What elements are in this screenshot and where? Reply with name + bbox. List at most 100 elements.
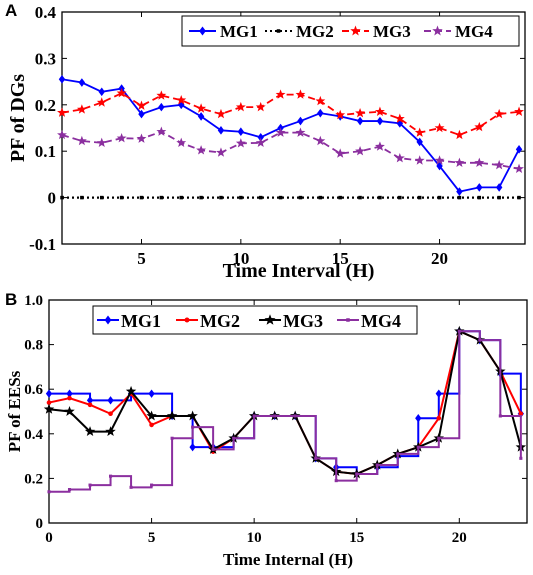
data-point xyxy=(297,116,304,126)
data-point xyxy=(43,403,55,414)
data-point xyxy=(517,195,521,200)
data-point xyxy=(149,422,154,428)
data-point xyxy=(436,161,443,171)
data-point xyxy=(216,147,226,157)
data-point xyxy=(414,127,425,137)
x-tick-label: 20 xyxy=(431,249,448,268)
legend-item-mg4: MG4 xyxy=(337,311,401,331)
data-point xyxy=(318,195,323,200)
data-point xyxy=(87,402,93,408)
data-point xyxy=(232,436,236,440)
data-point xyxy=(394,152,405,163)
data-point xyxy=(158,102,165,112)
data-point xyxy=(515,145,523,154)
legend-marker xyxy=(276,29,281,33)
legend-item-mg2: MG2 xyxy=(265,22,334,41)
data-point xyxy=(199,195,203,200)
data-point xyxy=(96,97,107,107)
y-tick-label: 0 xyxy=(48,189,57,208)
data-point xyxy=(398,195,402,200)
data-point xyxy=(99,195,104,200)
data-point xyxy=(88,483,92,487)
data-point xyxy=(136,100,147,110)
legend-a: MG1 MG2 MG3 MG4 xyxy=(181,15,520,47)
data-point xyxy=(96,137,107,148)
x-tick-label: 0 xyxy=(45,530,53,546)
data-point xyxy=(335,148,346,158)
data-point xyxy=(298,195,303,200)
series-b-mg1 xyxy=(45,327,524,479)
data-point xyxy=(355,146,366,156)
data-point xyxy=(334,479,338,483)
series-a-mg2 xyxy=(60,195,521,200)
data-point xyxy=(45,389,53,398)
data-point xyxy=(57,129,67,140)
data-point xyxy=(197,112,205,121)
data-point xyxy=(454,157,465,168)
y-tick-label: 0.8 xyxy=(24,338,43,354)
y-tick-label: 0.4 xyxy=(24,427,43,443)
data-point xyxy=(518,411,524,417)
data-point xyxy=(116,88,127,98)
legend-b: MG1 MG2 MG3 MG4 xyxy=(92,305,418,335)
data-point xyxy=(176,94,187,105)
data-point xyxy=(67,395,72,401)
data-point xyxy=(237,127,245,137)
data-point xyxy=(67,488,72,492)
series-line xyxy=(61,130,520,170)
legend-box xyxy=(92,305,418,335)
legend-marker xyxy=(346,318,350,322)
data-point xyxy=(416,137,423,147)
series-line xyxy=(61,78,520,193)
data-point xyxy=(119,195,124,200)
legend-label: MG1 xyxy=(220,22,258,41)
data-point xyxy=(374,106,385,116)
data-point xyxy=(170,436,174,440)
legend-marker xyxy=(264,314,276,325)
data-point xyxy=(396,452,400,456)
data-point xyxy=(196,103,207,113)
data-point xyxy=(166,410,178,421)
data-point xyxy=(57,107,67,117)
y-tick-label: 1.0 xyxy=(24,293,43,309)
data-point xyxy=(139,195,144,200)
data-point xyxy=(239,195,243,200)
data-point xyxy=(454,129,465,140)
series-a-mg1 xyxy=(58,74,523,196)
chart-b: 0 0.2 0.4 0.6 0.8 1.0 0 5 10 15 20 Time Internal (H… xyxy=(5,290,528,569)
data-point xyxy=(498,414,502,418)
data-point xyxy=(275,89,286,99)
data-point xyxy=(125,385,137,396)
data-point xyxy=(64,406,75,416)
data-point xyxy=(293,414,297,418)
y-axis-title-b: PF of EESs xyxy=(5,370,24,452)
series-line xyxy=(48,329,522,475)
data-point xyxy=(273,414,277,418)
data-point xyxy=(189,442,196,452)
legend-marker xyxy=(432,25,443,36)
y-tick-label: 0.2 xyxy=(24,471,43,487)
data-point xyxy=(217,126,225,135)
data-point xyxy=(86,396,94,405)
data-point xyxy=(437,195,442,200)
data-point xyxy=(235,138,246,148)
data-point xyxy=(414,155,425,165)
data-point xyxy=(315,135,326,146)
data-point xyxy=(156,126,167,136)
data-point xyxy=(435,389,442,398)
x-axis-title-a: Time Interval (H) xyxy=(223,260,375,282)
data-point xyxy=(317,108,324,118)
data-point xyxy=(58,74,66,84)
data-point xyxy=(355,472,359,476)
plot-frame-a xyxy=(61,11,526,245)
legend-item-mg3: MG3 xyxy=(259,311,323,331)
legend-item-mg2: MG2 xyxy=(176,311,240,331)
data-point xyxy=(80,195,84,200)
data-point xyxy=(477,195,482,200)
series-line xyxy=(48,329,522,475)
data-point xyxy=(78,78,86,87)
data-point xyxy=(415,413,422,423)
x-axis-title-b: Time Internal (H) xyxy=(223,550,353,569)
data-point xyxy=(494,108,505,119)
